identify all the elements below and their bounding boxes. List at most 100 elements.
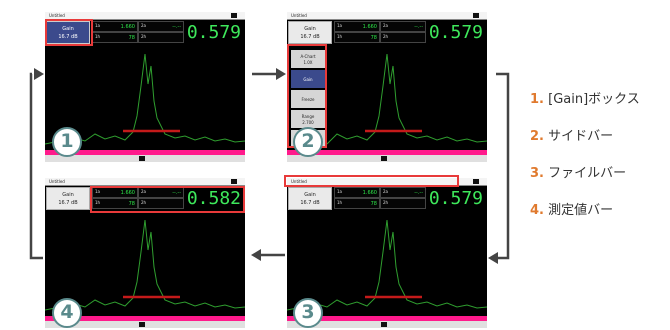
bottom-bar bbox=[287, 321, 487, 328]
side-button-range[interactable]: Range 2.700 bbox=[291, 110, 325, 128]
waveform-trace bbox=[287, 219, 487, 311]
cell-tag: 2h bbox=[383, 34, 389, 39]
reading-cell: 2a --.-- bbox=[380, 187, 426, 198]
cell-value: 78 bbox=[128, 35, 135, 41]
gain-box[interactable]: Gain 16.7 dB bbox=[46, 187, 90, 210]
legend-item-2: 2. サイドバー bbox=[530, 129, 613, 145]
scale-marker-icon bbox=[139, 156, 145, 161]
cell-value: 78 bbox=[370, 201, 377, 207]
cell-tag: 1a bbox=[337, 23, 342, 28]
cell-value: 1.660 bbox=[120, 190, 135, 196]
legend-text: サイドバー bbox=[548, 129, 614, 144]
cell-tag: 2a bbox=[383, 189, 388, 194]
gain-box[interactable]: Gain 16.7 dB bbox=[288, 187, 332, 210]
side-button-label: Range bbox=[301, 114, 315, 119]
file-bar: Untitled bbox=[45, 178, 245, 186]
gain-value: 16.7 dB bbox=[300, 34, 320, 40]
arrow-down-bracket-icon bbox=[488, 72, 510, 264]
waveform-svg bbox=[326, 53, 487, 145]
a-scan-plot bbox=[45, 212, 245, 316]
step-badge-2: 2 bbox=[293, 127, 323, 157]
cell-tag: 1a bbox=[95, 23, 100, 28]
file-name: Untitled bbox=[49, 13, 65, 18]
reading-cell: 2h bbox=[138, 32, 184, 43]
reading-cell: 2h bbox=[380, 32, 426, 43]
pink-band bbox=[287, 316, 487, 321]
reading-cell: 1h 78 bbox=[334, 32, 380, 43]
cell-value: --.-- bbox=[172, 190, 181, 196]
gain-label: Gain bbox=[62, 26, 74, 32]
gain-value: 16.7 dB bbox=[58, 34, 78, 40]
bottom-bar bbox=[45, 155, 245, 162]
measurement-bar: Gain 16.7 dB 1a 1.660 2a --.-- 1h 78 2h 0.5… bbox=[287, 186, 487, 212]
cell-tag: 2h bbox=[383, 200, 389, 205]
cell-tag: 1a bbox=[337, 189, 342, 194]
cell-value: 1.660 bbox=[120, 24, 135, 30]
highlight-measurement-bar bbox=[90, 186, 245, 213]
legend-text: [Gain]ボックス bbox=[548, 92, 640, 107]
side-button-label: Freeze bbox=[301, 97, 315, 102]
cell-tag: 2a bbox=[383, 23, 388, 28]
thickness-reading: 0.582 bbox=[186, 188, 241, 209]
arrow-right-icon bbox=[252, 68, 286, 80]
pink-band bbox=[287, 150, 487, 155]
side-button-label: A-Chart bbox=[300, 54, 316, 59]
cell-tag: 1h bbox=[95, 34, 101, 39]
cell-tag: 2h bbox=[141, 34, 147, 39]
file-bar: Untitled bbox=[287, 12, 487, 20]
legend-item-1: 1. [Gain]ボックス bbox=[530, 92, 640, 108]
file-name: Untitled bbox=[291, 179, 307, 184]
legend-item-4: 4. 測定値バー bbox=[530, 203, 613, 219]
reading-cell: 1a 1.660 bbox=[334, 21, 380, 32]
gain-box[interactable]: Gain 16.7 dB bbox=[288, 21, 332, 44]
gain-value: 16.7 dB bbox=[58, 200, 78, 206]
reading-cells: 1a 1.660 2a --.-- 1h 78 2h bbox=[334, 21, 426, 44]
side-button-a-chart[interactable]: A-Chart 1.0X bbox=[291, 50, 325, 68]
pink-band bbox=[45, 316, 245, 321]
legend-number: 4. bbox=[530, 203, 544, 218]
legend-number: 2. bbox=[530, 129, 544, 144]
scale-marker-icon bbox=[381, 322, 387, 327]
reading-cell: 2a --.-- bbox=[138, 21, 184, 32]
measurement-bar: Gain 16.7 dB 1a 1.660 2a --.-- 1h 78 2h 0.5… bbox=[45, 186, 245, 212]
cell-value: --.-- bbox=[414, 190, 423, 196]
thickness-reading: 0.579 bbox=[428, 188, 483, 209]
reading-cell: 1h 78 bbox=[334, 198, 380, 209]
battery-icon bbox=[231, 13, 237, 18]
arrow-up-bracket-icon bbox=[29, 68, 44, 260]
scale-marker-icon bbox=[381, 156, 387, 161]
a-scan-plot bbox=[287, 212, 487, 316]
legend-number: 3. bbox=[530, 166, 544, 181]
legend-text: 測定値バー bbox=[548, 203, 614, 218]
step-badge-3: 3 bbox=[293, 298, 323, 328]
cell-value: 1.660 bbox=[362, 190, 377, 196]
reading-cell: 1a 1.660 bbox=[334, 187, 380, 198]
battery-icon bbox=[473, 13, 479, 18]
battery-icon bbox=[473, 179, 479, 184]
file-name: Untitled bbox=[291, 13, 307, 18]
highlight-file-bar bbox=[284, 175, 459, 187]
side-button-value: 1.0X bbox=[303, 60, 313, 65]
file-name: Untitled bbox=[49, 179, 65, 184]
cell-tag: 1a bbox=[95, 189, 100, 194]
cell-value: --.-- bbox=[172, 24, 181, 30]
battery-icon bbox=[231, 179, 237, 184]
gain-value: 16.7 dB bbox=[300, 200, 320, 206]
gain-label: Gain bbox=[304, 26, 316, 32]
gain-label: Gain bbox=[304, 192, 316, 198]
step-badge-4: 4 bbox=[52, 298, 82, 328]
side-button-label: Gain bbox=[303, 77, 313, 82]
side-button-freeze[interactable]: Freeze bbox=[291, 90, 325, 108]
waveform-svg bbox=[45, 53, 245, 145]
thickness-reading: 0.579 bbox=[428, 22, 483, 43]
measurement-bar: Gain 16.7 dB 1a 1.660 2a --.-- 1h 78 2h 0.5… bbox=[287, 20, 487, 46]
side-button-gain[interactable]: Gain bbox=[291, 70, 325, 88]
cell-tag: 1h bbox=[337, 200, 343, 205]
waveform-trace bbox=[326, 53, 487, 145]
pink-band bbox=[45, 150, 245, 155]
cell-tag: 2a bbox=[141, 23, 146, 28]
waveform-trace bbox=[45, 53, 245, 145]
step-badge-1: 1 bbox=[52, 127, 82, 157]
gain-label: Gain bbox=[62, 192, 74, 198]
